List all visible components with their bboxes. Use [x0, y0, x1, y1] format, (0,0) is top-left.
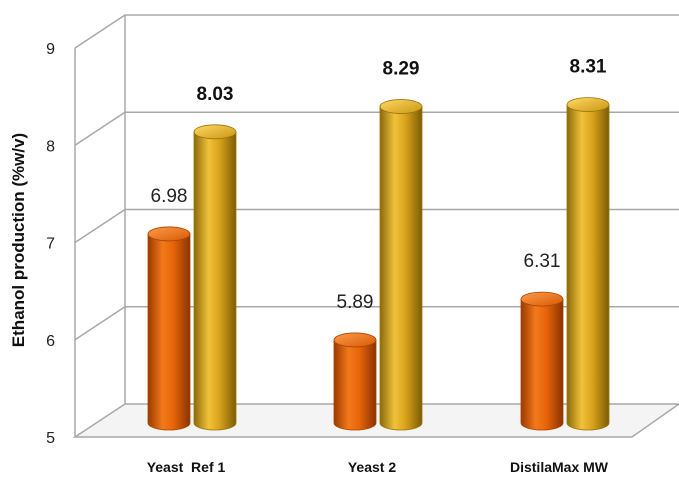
- x-tick-label: Yeast 2: [348, 459, 396, 475]
- data-labels: 6.98 8.03 5.89 8.29 6.31 8.31: [151, 57, 607, 313]
- data-label: 5.89: [337, 292, 374, 313]
- data-label: 8.31: [570, 57, 607, 78]
- y-tick-label: 6: [46, 333, 55, 350]
- bar: [333, 332, 377, 431]
- bar: [520, 291, 564, 431]
- bar: [379, 99, 423, 431]
- data-label: 8.29: [383, 59, 420, 80]
- gridline: [74, 208, 679, 244]
- x-axis: Yeast Ref 1 Yeast 2 DistilaMax MW: [147, 459, 609, 475]
- gridline: [74, 306, 679, 341]
- bar: [193, 124, 237, 431]
- y-tick-label: 7: [46, 236, 55, 253]
- bar: [147, 226, 191, 431]
- gridline: [74, 14, 679, 49]
- y-axis: 5 6 7 8 9: [46, 41, 76, 447]
- x-tick-label: DistilaMax MW: [510, 459, 609, 475]
- x-tick-label: Yeast Ref 1: [147, 459, 226, 475]
- bar: [566, 97, 610, 431]
- gridline: [74, 111, 679, 146]
- data-label: 6.31: [524, 251, 561, 272]
- y-tick-label: 9: [46, 41, 55, 58]
- y-tick-label: 5: [46, 430, 55, 447]
- data-label: 8.03: [197, 84, 234, 105]
- data-label: 6.98: [151, 186, 188, 207]
- bars: [147, 97, 610, 431]
- y-tick-label: 8: [46, 138, 55, 155]
- y-axis-label: Ethanol production (%w/v): [9, 133, 28, 347]
